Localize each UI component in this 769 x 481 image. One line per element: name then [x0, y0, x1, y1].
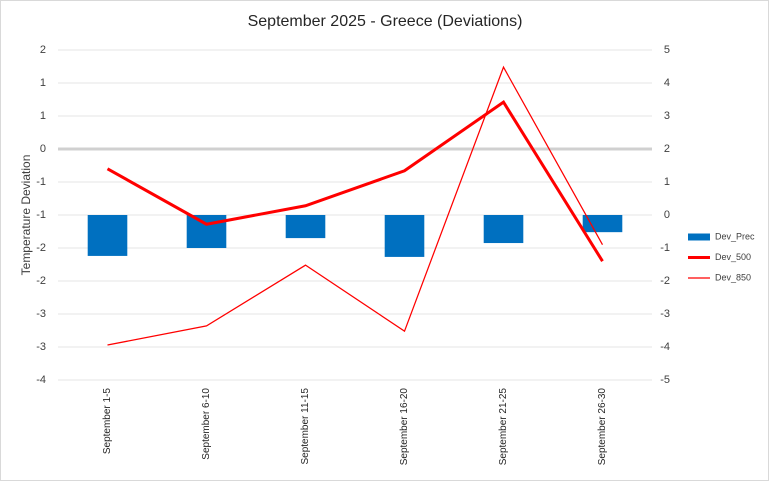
y2-tick-label: 4	[664, 77, 670, 89]
bar	[483, 215, 524, 244]
y2-tick-label: 1	[664, 176, 670, 188]
legend-label: Dev_500	[715, 252, 751, 262]
bar	[582, 215, 623, 233]
bar	[285, 215, 326, 239]
y-tick-label: -2	[36, 242, 46, 254]
x-tick-label: September 26-30	[597, 388, 608, 466]
y2-tick-label: -3	[660, 308, 670, 320]
y2-tick-label: 0	[664, 209, 670, 221]
bar	[186, 215, 227, 248]
chart-title: September 2025 - Greece (Deviations)	[248, 13, 523, 30]
bar	[87, 215, 128, 256]
line	[107, 65, 604, 346]
y2-tick-label: -1	[660, 242, 670, 254]
legend-label: Dev_850	[715, 272, 751, 282]
x-tick-label: September 11-15	[300, 388, 311, 465]
x-tick-label: September 6-10	[201, 388, 212, 460]
y-tick-label: -1	[36, 176, 46, 188]
y2-tick-label: -4	[660, 341, 670, 353]
y2-tick-label: -2	[660, 275, 670, 287]
y-tick-label: 1	[40, 77, 46, 89]
y2-tick-label: -5	[660, 374, 670, 386]
y-tick-label: -4	[36, 374, 46, 386]
x-tick-label: September 21-25	[498, 388, 509, 466]
bar	[384, 215, 425, 257]
y-tick-label: -1	[36, 209, 46, 221]
y-tick-label: -3	[36, 308, 46, 320]
legend-label: Dev_Prec	[715, 231, 755, 241]
y-tick-label: 1	[40, 110, 46, 122]
y-tick-label: 0	[40, 143, 46, 155]
y2-tick-label: 3	[664, 110, 670, 122]
line	[106, 100, 604, 262]
x-tick-label: September 16-20	[399, 388, 410, 466]
y-axis-title: Temperature Deviation	[19, 155, 33, 276]
y2-tick-label: 2	[664, 143, 670, 155]
y-tick-label: -3	[36, 341, 46, 353]
y-tick-label: -2	[36, 275, 46, 287]
y2-tick-label: 5	[664, 44, 670, 56]
legend-swatch	[688, 233, 710, 241]
y-tick-label: 2	[40, 44, 46, 56]
x-tick-label: September 1-5	[102, 388, 113, 455]
